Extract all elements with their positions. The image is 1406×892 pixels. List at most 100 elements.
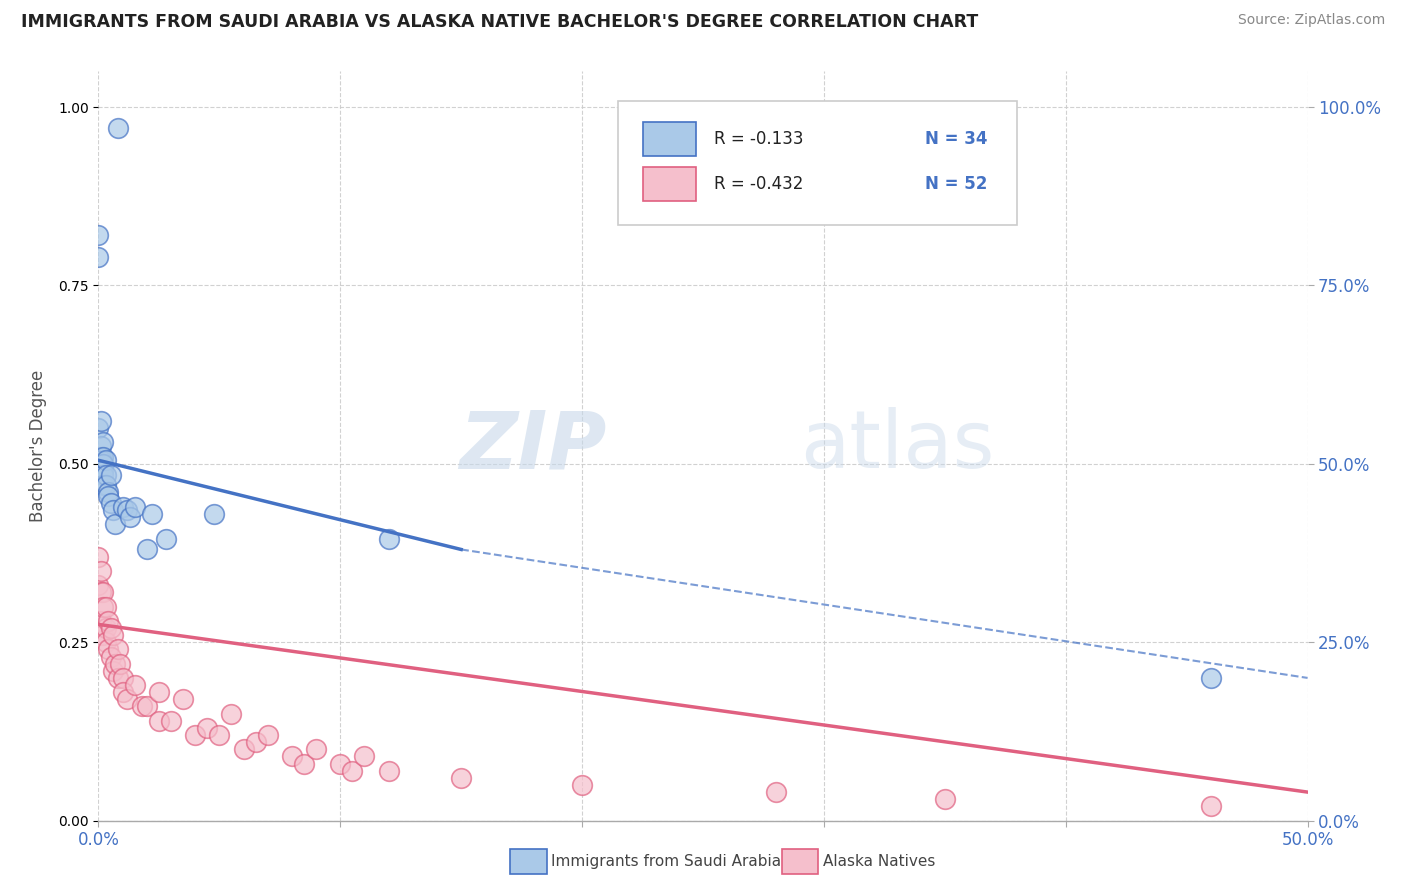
Point (90, 439, 112, 453)
Text: Immigrants from Saudi Arabia: Immigrants from Saudi Arabia (551, 855, 782, 869)
Point (118, 510, 141, 524)
Point (94, 453, 117, 467)
Text: atlas: atlas (800, 407, 994, 485)
FancyBboxPatch shape (619, 102, 1018, 225)
Point (124, 678, 146, 692)
Point (90, 414, 112, 428)
Point (131, 699, 153, 714)
Text: Alaska Natives: Alaska Natives (823, 855, 935, 869)
Point (94, 467, 117, 482)
Point (1199, 671, 1222, 685)
Point (111, 685, 134, 699)
Point (90, 585, 112, 599)
Point (91, 464, 114, 478)
Point (221, 706, 243, 721)
Text: IMMIGRANTS FROM SAUDI ARABIA VS ALASKA NATIVE BACHELOR'S DEGREE CORRELATION CHAR: IMMIGRANTS FROM SAUDI ARABIA VS ALASKA N… (21, 13, 979, 31)
Point (184, 728, 207, 742)
Point (765, 785, 787, 799)
Point (90, 464, 112, 478)
Point (124, 500, 146, 514)
Point (208, 728, 231, 742)
Point (135, 542, 157, 557)
FancyBboxPatch shape (643, 167, 696, 201)
Point (100, 621, 122, 635)
Point (94, 599, 117, 614)
Point (97, 642, 120, 657)
Point (148, 685, 170, 699)
Text: R = -0.133: R = -0.133 (714, 130, 803, 148)
Point (111, 671, 134, 685)
Point (104, 657, 127, 671)
Point (90, 453, 112, 467)
Point (87, 250, 110, 264)
Point (100, 649, 122, 664)
Point (281, 749, 304, 764)
Text: N = 34: N = 34 (925, 130, 987, 148)
Point (108, 657, 131, 671)
Point (377, 532, 399, 546)
Point (305, 742, 328, 756)
Point (91, 478, 114, 492)
Point (97, 489, 120, 503)
Point (94, 635, 117, 649)
Point (97, 614, 120, 628)
Point (245, 735, 267, 749)
Point (100, 496, 122, 510)
Point (91, 599, 114, 614)
Point (117, 692, 139, 706)
Text: Source: ZipAtlas.com: Source: ZipAtlas.com (1237, 13, 1385, 28)
Point (571, 778, 593, 792)
Text: ZIP: ZIP (458, 407, 606, 485)
Point (148, 714, 170, 728)
Point (91, 628, 114, 642)
Point (90, 564, 112, 578)
Point (107, 642, 129, 657)
Point (204, 507, 226, 521)
Point (87, 228, 110, 243)
Point (101, 664, 124, 678)
Point (256, 728, 278, 742)
Point (111, 500, 134, 514)
Point (90, 628, 112, 642)
Point (155, 532, 177, 546)
Point (101, 503, 124, 517)
Point (450, 771, 472, 785)
Point (232, 742, 254, 756)
Point (135, 699, 157, 714)
Point (90, 450, 112, 464)
Point (87, 421, 110, 435)
Point (141, 507, 163, 521)
Point (292, 756, 315, 771)
Point (87, 578, 110, 592)
Point (329, 756, 352, 771)
Point (100, 467, 122, 482)
Point (94, 621, 117, 635)
Point (342, 764, 364, 778)
Point (107, 671, 129, 685)
Point (117, 503, 139, 517)
Point (160, 714, 183, 728)
Point (172, 692, 194, 706)
Point (91, 450, 114, 464)
Point (107, 121, 129, 136)
Point (353, 749, 375, 764)
Text: N = 52: N = 52 (925, 175, 987, 193)
Point (90, 614, 112, 628)
FancyBboxPatch shape (643, 121, 696, 156)
Point (91, 435, 114, 450)
Point (94, 478, 117, 492)
Point (104, 517, 127, 532)
Point (97, 485, 120, 500)
Point (934, 792, 956, 806)
Point (87, 549, 110, 564)
Point (195, 721, 218, 735)
Text: R = -0.432: R = -0.432 (714, 175, 803, 193)
Point (87, 614, 110, 628)
Y-axis label: Bachelor's Degree: Bachelor's Degree (30, 370, 46, 522)
Point (91, 467, 114, 482)
Point (91, 585, 114, 599)
Point (91, 457, 114, 471)
Point (1199, 799, 1222, 814)
Point (377, 764, 399, 778)
Point (101, 628, 124, 642)
